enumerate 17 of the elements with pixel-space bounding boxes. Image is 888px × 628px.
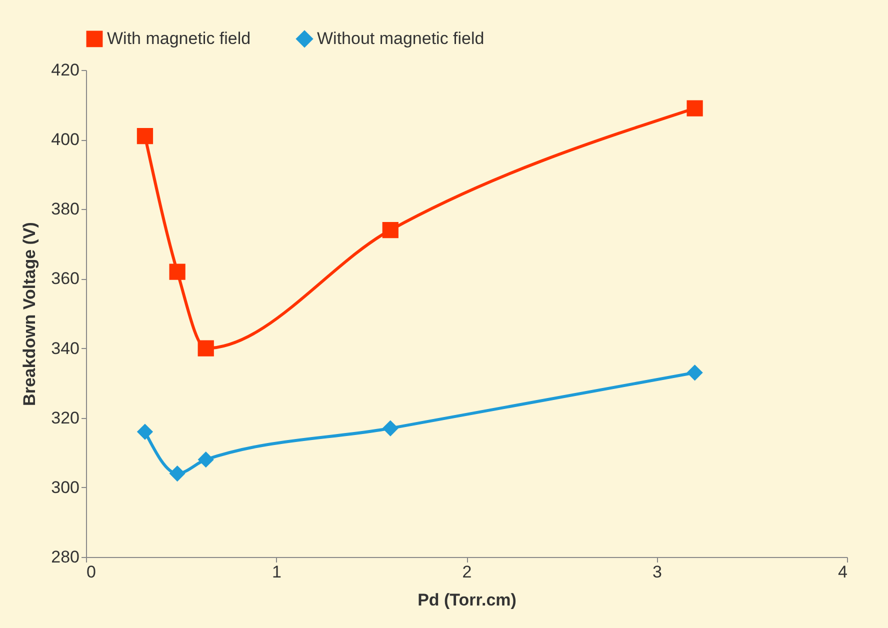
y-tick-label: 320 xyxy=(51,408,80,428)
x-tick-label: 0 xyxy=(86,562,96,582)
x-tick-label: 2 xyxy=(462,562,472,582)
x-tick-label: 3 xyxy=(652,562,662,582)
y-tick-label: 340 xyxy=(51,338,80,358)
legend-label: Without magnetic field xyxy=(317,28,484,48)
y-tick-label: 420 xyxy=(51,60,80,80)
y-tick-label: 380 xyxy=(51,200,80,219)
x-tick-label: 1 xyxy=(272,562,282,582)
y-tick-label: 280 xyxy=(51,548,80,566)
y-axis-title: Breakdown Voltage (V) xyxy=(20,222,40,406)
y-tick-label: 300 xyxy=(51,478,80,497)
y-tick-label: 360 xyxy=(51,269,80,288)
legend-label: With magnetic field xyxy=(107,28,251,48)
x-axis-title: Pd (Torr.cm) xyxy=(418,590,516,610)
y-tick-label: 400 xyxy=(51,130,80,150)
x-tick-label: 4 xyxy=(838,562,848,582)
